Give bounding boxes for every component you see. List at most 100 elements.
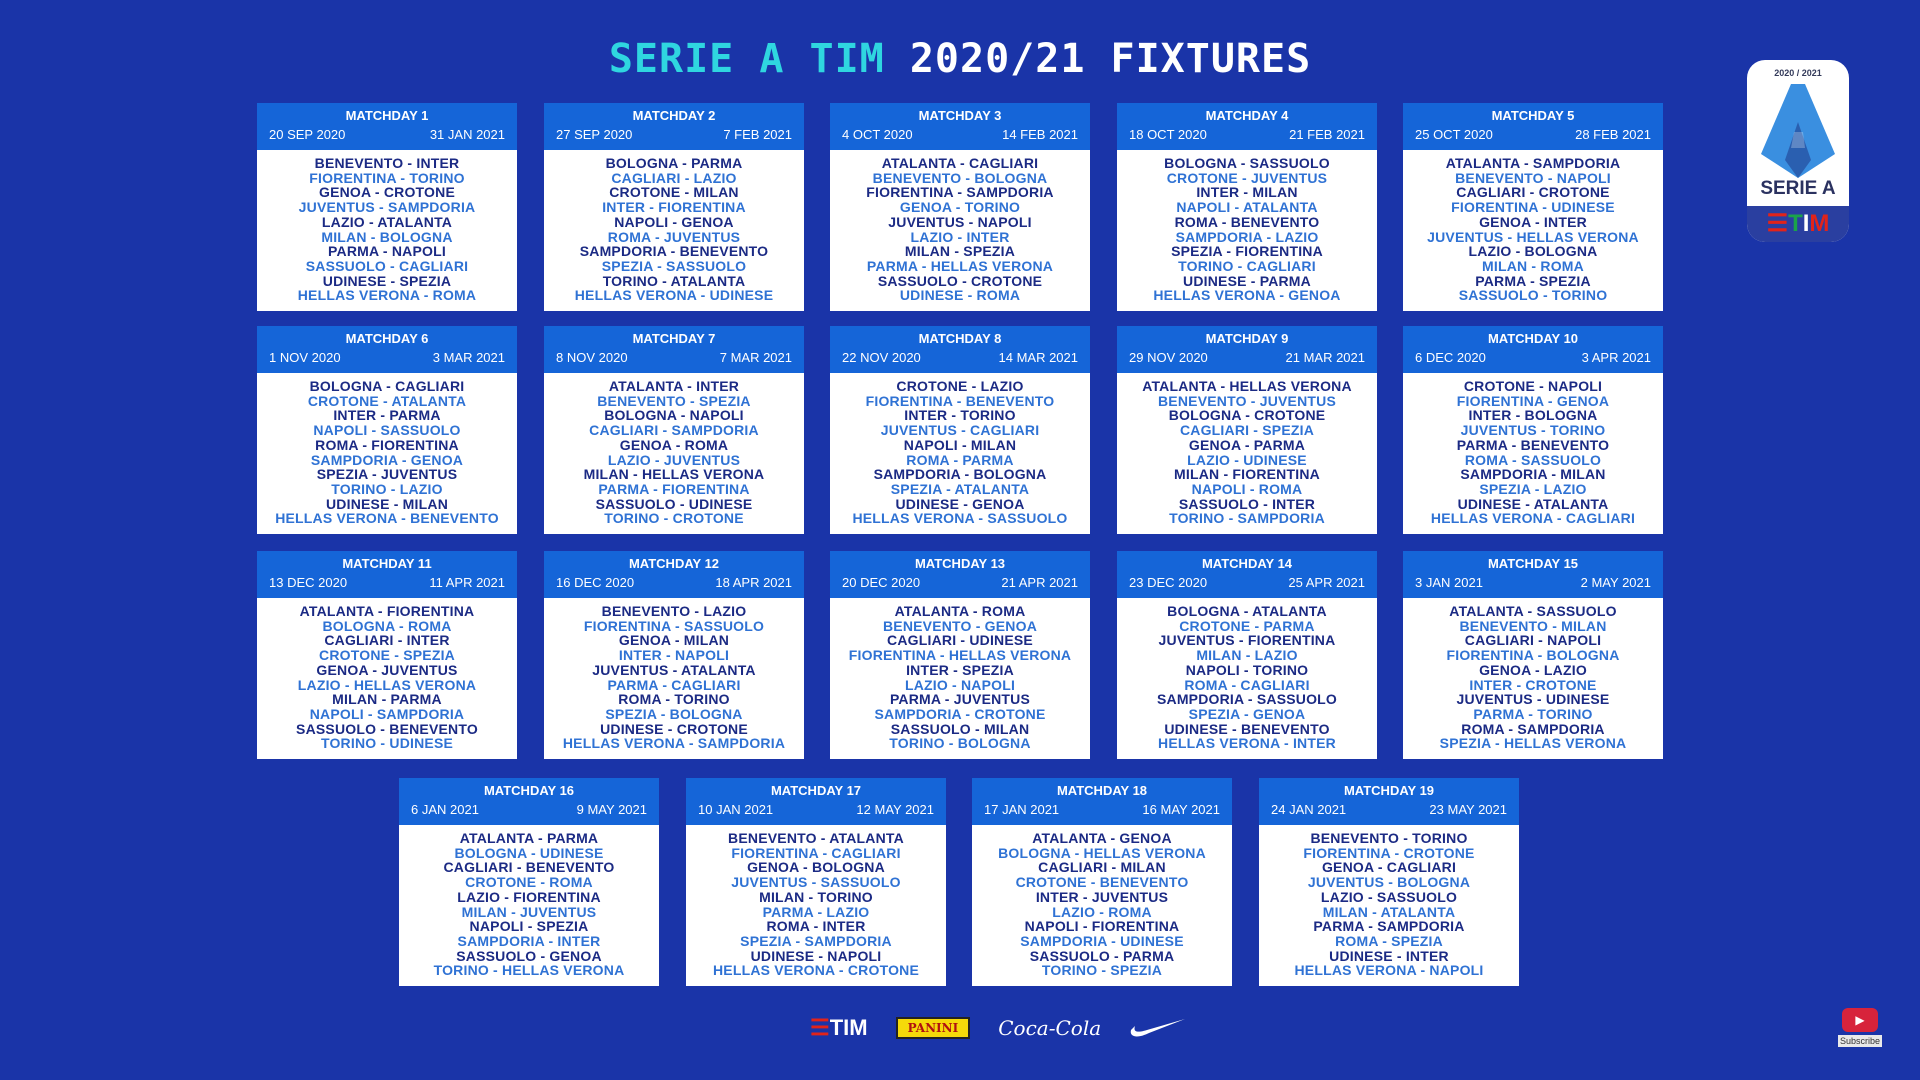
- fixture-item: TORINO - HELLAS VERONA: [433, 962, 625, 979]
- fixture-list: ATALANTA - INTER BENEVENTO - SPEZIA BOLOGN…: [544, 373, 804, 526]
- fixture-item: MILAN - TORINO: [759, 888, 873, 905]
- fixture-item: SASSUOLO - UDINESE: [595, 495, 753, 512]
- matchday-start-date: 10 JAN 2021: [698, 802, 774, 817]
- fixture-item: INTER - JUVENTUS: [1035, 888, 1169, 905]
- fixture-list: ATALANTA - PARMA BOLOGNA - UDINESE CAGLIAR…: [399, 825, 659, 978]
- fixture-item: LAZIO - UDINESE: [1187, 451, 1307, 468]
- fixture-item: ATALANTA - CAGLIARI: [881, 155, 1039, 171]
- matchday-end-date: 7 FEB 2021: [723, 127, 792, 142]
- fixture-item: CAGLIARI - INTER: [324, 632, 450, 649]
- matchday-start-date: 18 OCT 2020: [1129, 127, 1207, 142]
- fixture-item: ROMA - JUVENTUS: [607, 228, 741, 245]
- fixture-item: CROTONE - MILAN: [609, 184, 739, 201]
- matchday-end-date: 12 MAY 2021: [856, 802, 934, 817]
- fixture-item: GENOA - INTER: [1479, 213, 1587, 230]
- matchday-header: MATCHDAY 17 10 JAN 2021 12 MAY 2021: [686, 778, 946, 825]
- fixture-item: CROTONE - ATALANTA: [307, 392, 467, 409]
- logo-tim: ☰TIM: [1747, 206, 1849, 242]
- fixture-item: CAGLIARI - UDINESE: [887, 632, 1033, 649]
- matchday-header: MATCHDAY 4 18 OCT 2020 21 FEB 2021: [1117, 103, 1377, 150]
- fixture-item: INTER - PARMA: [333, 407, 441, 424]
- matchday-header: MATCHDAY 8 22 NOV 2020 14 MAR 2021: [830, 326, 1090, 373]
- fixture-item: HELLAS VERONA - SASSUOLO: [852, 510, 1068, 527]
- matchday-header: MATCHDAY 1 20 SEP 2020 31 JAN 2021: [257, 103, 517, 150]
- matchday-card: MATCHDAY 6 1 NOV 2020 3 MAR 2021 BOLOGNA - …: [257, 326, 517, 534]
- matchday-start-date: 20 SEP 2020: [269, 127, 346, 142]
- matchday-end-date: 25 APR 2021: [1288, 575, 1365, 590]
- fixture-item: UDINESE - INTER: [1329, 947, 1449, 964]
- fixture-item: SASSUOLO - CAGLIARI: [305, 257, 469, 274]
- fixture-item: BENEVENTO - NAPOLI: [1455, 169, 1611, 186]
- fixture-item: SPEZIA - LAZIO: [1479, 480, 1587, 497]
- matchday-card: MATCHDAY 13 20 DEC 2020 21 APR 2021 ATALANT…: [830, 551, 1090, 759]
- fixture-item: BOLOGNA - CAGLIARI: [309, 378, 465, 394]
- fixture-item: BOLOGNA - HELLAS VERONA: [998, 844, 1206, 861]
- fixture-item: BENEVENTO - JUVENTUS: [1158, 392, 1336, 409]
- fixture-item: FIORENTINA - UDINESE: [1451, 199, 1615, 216]
- fixture-item: SASSUOLO - BENEVENTO: [296, 720, 478, 737]
- matchday-card: MATCHDAY 12 16 DEC 2020 18 APR 2021 BENEVEN…: [544, 551, 804, 759]
- fixture-item: SAMPDORIA - UDINESE: [1020, 932, 1184, 949]
- subscribe-button[interactable]: ▶ Subscribe: [1838, 1008, 1882, 1047]
- fixture-item: JUVENTUS - CAGLIARI: [880, 422, 1040, 439]
- matchday-title: MATCHDAY 12: [628, 556, 720, 571]
- fixture-item: JUVENTUS - UDINESE: [1456, 691, 1610, 708]
- fixture-item: BENEVENTO - TORINO: [1310, 830, 1468, 846]
- fixture-item: HELLAS VERONA - CAGLIARI: [1430, 510, 1636, 527]
- fixture-item: FIORENTINA - BENEVENTO: [865, 392, 1055, 409]
- fixture-item: HELLAS VERONA - CROTONE: [712, 962, 920, 979]
- fixture-list: BOLOGNA - ATALANTA CROTONE - PARMA JUVENTU…: [1117, 598, 1377, 751]
- fixture-item: INTER - BOLOGNA: [1468, 407, 1598, 424]
- fixture-item: NAPOLI - SASSUOLO: [313, 422, 461, 439]
- fixture-item: TORINO - UDINESE: [320, 735, 454, 752]
- fixture-item: SAMPDORIA - CROTONE: [874, 705, 1046, 722]
- fixture-item: SAMPDORIA - BOLOGNA: [873, 466, 1047, 483]
- fixture-item: NAPOLI - SAMPDORIA: [309, 705, 465, 722]
- fixture-item: TORINO - SPEZIA: [1041, 962, 1163, 979]
- fixture-list: ATALANTA - HELLAS VERONA BENEVENTO - JUVE…: [1117, 373, 1377, 526]
- matchday-title: MATCHDAY 14: [1201, 556, 1293, 571]
- fixture-item: ATALANTA - HELLAS VERONA: [1142, 378, 1352, 394]
- matchday-header: MATCHDAY 15 3 JAN 2021 2 MAY 2021: [1403, 551, 1663, 598]
- fixture-item: LAZIO - ROMA: [1052, 903, 1152, 920]
- page-title: SERIE A TIM 2020/21 FIXTURES: [0, 36, 1920, 82]
- fixture-item: CAGLIARI - SPEZIA: [1179, 422, 1315, 439]
- fixture-item: UDINESE - ROMA: [899, 287, 1021, 304]
- fixture-item: PARMA - HELLAS VERONA: [866, 257, 1054, 274]
- fixture-item: TORINO - BOLOGNA: [889, 735, 1031, 752]
- fixture-item: GENOA - JUVENTUS: [316, 661, 458, 678]
- matchday-end-date: 7 MAR 2021: [719, 350, 792, 365]
- fixture-item: GENOA - ROMA: [619, 436, 729, 453]
- fixture-item: BOLOGNA - ROMA: [322, 617, 452, 634]
- matchday-card: MATCHDAY 18 17 JAN 2021 16 MAY 2021 ATALANT…: [972, 778, 1232, 986]
- matchday-header: MATCHDAY 13 20 DEC 2020 21 APR 2021: [830, 551, 1090, 598]
- fixture-item: JUVENTUS - SAMPDORIA: [298, 199, 476, 216]
- matchday-header: MATCHDAY 18 17 JAN 2021 16 MAY 2021: [972, 778, 1232, 825]
- matchday-end-date: 3 MAR 2021: [432, 350, 505, 365]
- fixture-item: INTER - FIORENTINA: [602, 199, 746, 216]
- matchday-title: MATCHDAY 9: [1205, 331, 1289, 346]
- fixture-item: BOLOGNA - UDINESE: [454, 844, 604, 861]
- fixture-item: BOLOGNA - SASSUOLO: [1164, 155, 1330, 171]
- fixture-item: TORINO - ATALANTA: [602, 272, 746, 289]
- fixture-item: HELLAS VERONA - INTER: [1158, 735, 1336, 752]
- matchday-end-date: 21 MAR 2021: [1285, 350, 1366, 365]
- fixture-list: BOLOGNA - CAGLIARI CROTONE - ATALANTA INTE…: [257, 373, 517, 526]
- fixture-item: SPEZIA - GENOA: [1188, 705, 1306, 722]
- matchday-header: MATCHDAY 7 8 NOV 2020 7 MAR 2021: [544, 326, 804, 373]
- serie-a-logo: 2020 / 2021 SERIE A ☰TIM: [1747, 60, 1849, 242]
- matchday-end-date: 21 APR 2021: [1001, 575, 1078, 590]
- fixture-item: BENEVENTO - MILAN: [1459, 617, 1607, 634]
- fixture-item: UDINESE - ATALANTA: [1457, 495, 1609, 512]
- matchday-header: MATCHDAY 3 4 OCT 2020 14 FEB 2021: [830, 103, 1090, 150]
- fixture-item: CAGLIARI - LAZIO: [611, 169, 737, 186]
- matchday-header: MATCHDAY 10 6 DEC 2020 3 APR 2021: [1403, 326, 1663, 373]
- matchday-end-date: 14 MAR 2021: [998, 350, 1079, 365]
- fixture-item: BOLOGNA - ATALANTA: [1167, 603, 1327, 619]
- matchday-start-date: 6 JAN 2021: [411, 802, 479, 817]
- fixture-item: SASSUOLO - CROTONE: [877, 272, 1043, 289]
- matchday-card: MATCHDAY 15 3 JAN 2021 2 MAY 2021 ATALANTA …: [1403, 551, 1663, 759]
- fixture-list: ATALANTA - SASSUOLO BENEVENTO - MILAN CAGL…: [1403, 598, 1663, 751]
- fixture-item: PARMA - SPEZIA: [1475, 272, 1591, 289]
- fixture-item: JUVENTUS - FIORENTINA: [1158, 632, 1336, 649]
